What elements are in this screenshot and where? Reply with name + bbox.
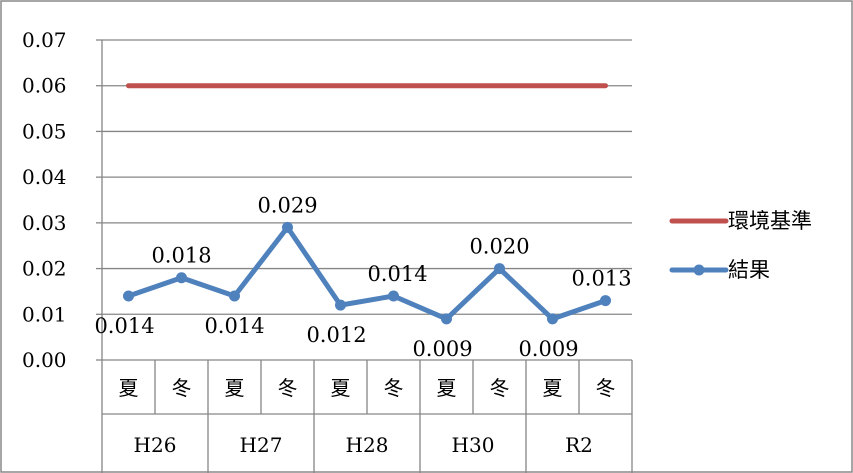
x-sub-label: 夏 (437, 376, 457, 400)
data-point (600, 295, 611, 307)
y-tick-label: 0.02 (22, 257, 67, 281)
x-sub-label: 冬 (278, 376, 298, 400)
x-group-label: H26 (134, 433, 177, 457)
y-tick-label: 0.06 (22, 74, 67, 98)
x-group-label: H30 (452, 433, 495, 457)
data-point (494, 263, 505, 275)
series (123, 83, 611, 325)
x-sub-label: 夏 (331, 376, 351, 400)
x-group-label: H28 (346, 433, 389, 457)
x-sub-label: 夏 (225, 376, 245, 400)
x-sub-label: 冬 (384, 376, 404, 400)
data-point (229, 290, 240, 302)
data-label: 0.013 (571, 267, 631, 291)
y-tick-label: 0.05 (22, 119, 67, 143)
x-group-label: R2 (565, 433, 593, 457)
x-sub-label: 冬 (490, 376, 510, 400)
data-point (335, 299, 346, 311)
x-sub-label: 夏 (543, 376, 563, 400)
series-line-2 (126, 224, 608, 322)
y-tick-label: 0.03 (22, 211, 67, 235)
data-label: 0.014 (367, 262, 427, 286)
x-group-label: H27 (240, 433, 283, 457)
y-tick-label: 0.04 (22, 165, 67, 189)
y-tick-label: 0.00 (22, 348, 67, 372)
x-sub-label: 冬 (596, 376, 616, 400)
legend-label: 環境基準 (728, 209, 812, 233)
data-label: 0.012 (306, 323, 366, 347)
data-label: 0.009 (518, 337, 578, 361)
x-sub-label: 冬 (172, 376, 192, 400)
data-label: 0.014 (204, 314, 264, 338)
data-point (547, 313, 558, 325)
x-sub-label: 夏 (119, 376, 139, 400)
data-point (441, 313, 452, 325)
axes: 0.00 0.01 0.02 0.03 0.04 0.05 0.06 0.07 夏 冬 夏 冬 夏 冬 夏 冬… (22, 28, 633, 473)
data-label: 0.014 (94, 314, 154, 338)
legend-label: 結果 (728, 258, 770, 282)
data-labels: 0.014 0.018 0.014 0.029 0.012 0.014 0.009 0.020… (94, 193, 631, 360)
data-point (388, 290, 399, 302)
data-point (176, 272, 187, 284)
data-label: 0.020 (469, 235, 529, 259)
data-label: 0.018 (151, 244, 211, 268)
y-tick-label: 0.01 (22, 302, 67, 326)
data-point (282, 221, 293, 233)
data-point (123, 290, 134, 302)
legend-marker (693, 264, 705, 276)
data-label: 0.009 (412, 337, 472, 361)
data-label: 0.029 (257, 193, 317, 217)
y-tick-label: 0.07 (22, 28, 67, 52)
